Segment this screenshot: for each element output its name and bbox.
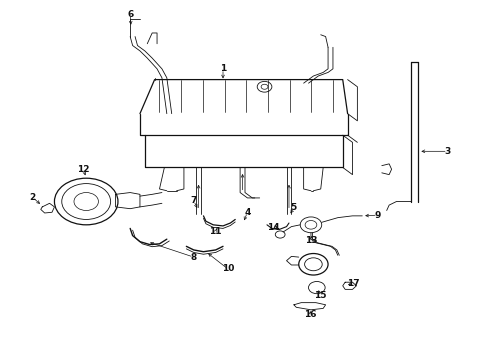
Text: 11: 11 [209,227,222,236]
Text: 14: 14 [267,223,280,232]
Text: 5: 5 [291,203,297,212]
Text: 15: 15 [315,291,327,300]
Text: 2: 2 [29,193,36,202]
Text: 3: 3 [444,147,451,156]
Text: 7: 7 [191,196,197,205]
Text: 9: 9 [375,211,381,220]
Text: 12: 12 [77,166,90,175]
Text: 1: 1 [220,64,226,73]
Text: 10: 10 [221,265,234,274]
Text: 16: 16 [304,310,316,319]
Text: 4: 4 [244,208,250,217]
Text: 13: 13 [305,236,318,245]
Text: 6: 6 [127,10,133,19]
Text: 17: 17 [347,279,360,288]
Text: 8: 8 [191,253,197,262]
